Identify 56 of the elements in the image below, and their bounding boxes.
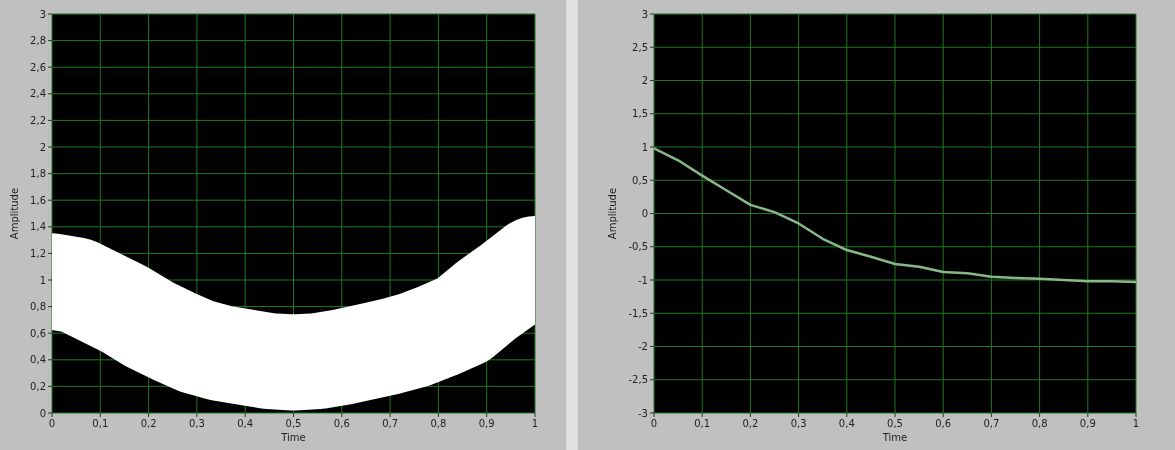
x-tick-label: 0,6 (333, 418, 350, 429)
y-tick-label: 0,8 (30, 301, 46, 313)
y-tick-label: -1,5 (628, 307, 648, 319)
x-tick-label: 0,8 (430, 418, 447, 429)
y-tick-label: 1 (39, 274, 46, 286)
y-axis-title: Amplitude (607, 187, 618, 240)
line-series (654, 147, 1136, 284)
x-tick-label: 0,7 (382, 418, 399, 429)
y-tick-label: 3 (641, 8, 648, 20)
y-tick-label: 1,2 (30, 247, 46, 259)
y-tick-label: 1,4 (30, 221, 46, 233)
x-tick-label: 0,5 (887, 418, 903, 429)
x-tick-label: 0 (48, 418, 56, 429)
x-tick-label: 0 (650, 418, 658, 429)
y-tick-label: 2,8 (30, 35, 46, 47)
y-tick-label: 0,6 (30, 327, 46, 339)
x-tick-label: 0,3 (790, 418, 807, 429)
y-tick-label: 2,6 (30, 61, 46, 73)
x-tick-label: 0,9 (478, 418, 495, 429)
y-tick-label: 2 (641, 75, 648, 86)
x-tick-label: 0,5 (285, 418, 302, 429)
x-tick-label: 1 (1132, 418, 1140, 429)
y-tick-label: 0 (641, 208, 648, 219)
y-tick-label: 3 (39, 8, 46, 20)
y-tick-label: 1,8 (30, 168, 46, 180)
x-tick-label: 0,7 (983, 418, 1000, 429)
y-tick-label: -2,5 (628, 374, 648, 386)
y-tick-label: 2,4 (30, 88, 46, 100)
x-tick-label: 1 (531, 418, 539, 429)
x-tick-label: 0,6 (935, 418, 952, 429)
y-tick-label: 0,5 (632, 174, 648, 186)
y-tick-label: 2,5 (632, 41, 648, 53)
y-tick-label: 0,2 (30, 380, 46, 392)
y-tick-label: 1 (641, 141, 648, 153)
y-tick-label: 0,4 (30, 354, 46, 366)
y-axis-title: Amplitude (9, 187, 20, 240)
x-tick-label: 0,2 (140, 418, 157, 429)
y-tick-label: 0 (39, 407, 46, 419)
y-tick-label: -1 (638, 274, 648, 286)
x-tick-label: 0,3 (188, 418, 205, 429)
x-tick-label: 0,2 (742, 418, 759, 429)
y-tick-label: -0,5 (628, 241, 648, 253)
y-tick-label: -2 (638, 341, 648, 352)
x-tick-label: 0,1 (694, 418, 711, 429)
x-tick-label: 0,4 (838, 418, 855, 429)
y-tick-label: 2 (39, 141, 46, 153)
y-tick-label: -3 (638, 407, 648, 419)
x-tick-label: 0,4 (237, 418, 254, 429)
x-tick-label: 0,1 (92, 418, 109, 429)
y-tick-label: 1,5 (632, 108, 648, 120)
x-axis-title: Time (881, 432, 908, 443)
x-tick-label: 0,8 (1031, 418, 1048, 429)
y-tick-label: 1,6 (30, 194, 46, 206)
x-tick-label: 0,9 (1079, 418, 1096, 429)
x-axis-title: Time (280, 432, 306, 443)
y-tick-label: 2,2 (30, 114, 46, 126)
